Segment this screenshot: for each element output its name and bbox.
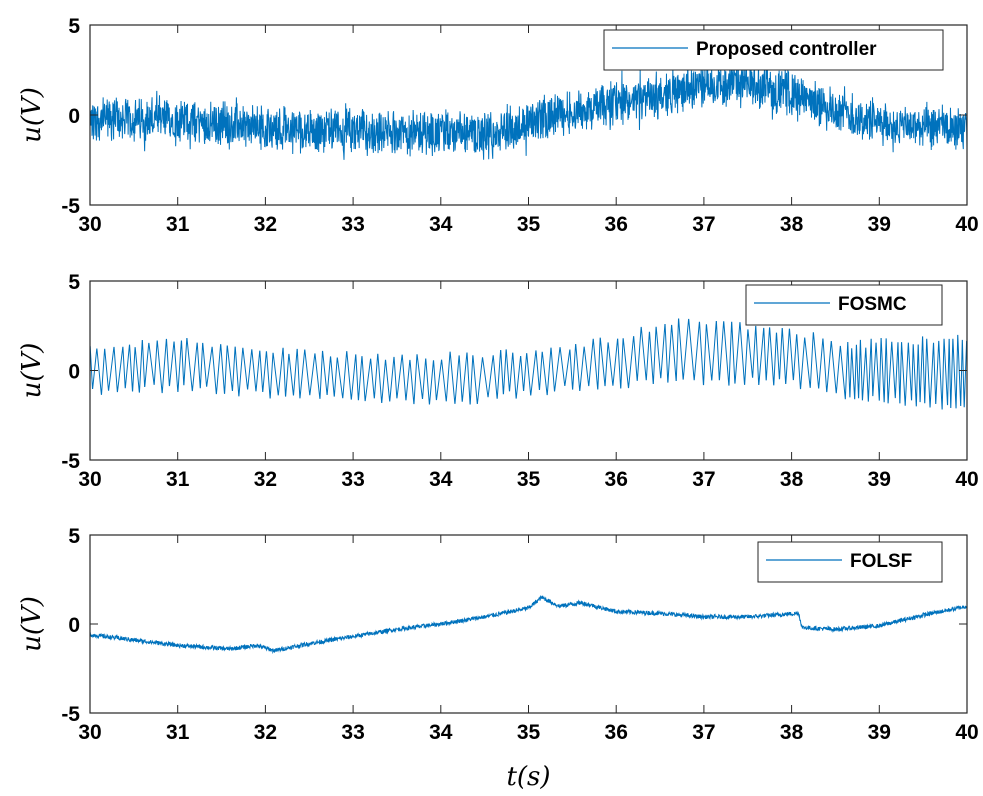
- x-tick-label: 37: [692, 213, 715, 236]
- x-tick-label: 30: [78, 213, 101, 236]
- x-tick-label: 39: [868, 468, 891, 491]
- series-line-fosmc: [90, 318, 967, 410]
- y-tick-label: 5: [68, 15, 80, 38]
- x-tick-label: 33: [341, 721, 364, 744]
- y-tick-label: 5: [68, 525, 80, 548]
- subplot-3: 30 31 32 33 34 35 36 37 38 39 40 -5 0 5 u(V) t(s) FOLSF: [17, 525, 979, 792]
- x-tick-label: 30: [78, 721, 101, 744]
- legend-box: [603, 29, 944, 71]
- x-tick-label: 38: [780, 468, 804, 491]
- x-tick-label: 36: [605, 468, 628, 491]
- x-tick-label: 40: [955, 721, 978, 744]
- legend: FOSMC: [745, 284, 943, 326]
- legend: FOLSF: [757, 541, 943, 583]
- legend: Proposed controller: [603, 29, 944, 71]
- series-line-folsf: [90, 595, 967, 655]
- x-tick-label: 35: [517, 721, 541, 744]
- x-tick-label: 33: [341, 468, 364, 491]
- y-tick-label: 0: [68, 105, 80, 128]
- x-tick-label: 34: [429, 721, 453, 744]
- y-tick-label: -5: [61, 195, 80, 218]
- x-tick-label: 32: [254, 468, 277, 491]
- subplot-2: 30 31 32 33 34 35 36 37 38 39 40 -5 0 5 u(V) FOSMC: [17, 271, 979, 491]
- x-tick-label: 34: [429, 468, 453, 491]
- legend-box: [745, 284, 943, 326]
- x-tick-label: 33: [341, 213, 364, 236]
- y-axis-label: u(V): [17, 596, 47, 652]
- x-tick-label: 39: [868, 213, 891, 236]
- x-tick-label: 40: [955, 213, 978, 236]
- x-tick-label: 31: [166, 721, 190, 744]
- x-tick-label: 36: [605, 213, 628, 236]
- x-tick-label: 31: [166, 468, 190, 491]
- x-tick-label: 32: [254, 213, 277, 236]
- legend-label: Proposed controller: [696, 39, 877, 60]
- x-tick-label: 38: [780, 213, 804, 236]
- x-tick-label: 36: [605, 721, 628, 744]
- x-tick-label: 35: [517, 213, 541, 236]
- x-tick-label: 30: [78, 468, 101, 491]
- x-tick-label: 40: [955, 468, 978, 491]
- y-tick-label: 0: [68, 361, 80, 384]
- x-tick-label: 38: [780, 721, 804, 744]
- x-axis-label: t(s): [506, 762, 550, 792]
- legend-box: [757, 541, 943, 583]
- y-tick-label: -5: [61, 703, 80, 726]
- x-tick-label: 37: [692, 721, 715, 744]
- x-tick-label: 32: [254, 721, 277, 744]
- y-tick-label: 0: [68, 614, 80, 637]
- y-tick-label: -5: [61, 450, 80, 473]
- y-axis-label: u(V): [17, 343, 47, 399]
- series-line-proposed-controller: [90, 58, 967, 160]
- x-tick-label: 37: [692, 468, 715, 491]
- legend-label: FOSMC: [838, 294, 907, 315]
- x-tick-label: 35: [517, 468, 541, 491]
- x-tick-label: 39: [868, 721, 891, 744]
- y-tick-label: 5: [68, 271, 80, 294]
- legend-label: FOLSF: [850, 551, 912, 572]
- subplot-1: 30 31 32 33 34 35 36 37 38 39 40 -5 0 5 u(V) Proposed c…: [17, 15, 979, 236]
- x-tick-label: 34: [429, 213, 453, 236]
- x-tick-label: 31: [166, 213, 190, 236]
- y-axis-label: u(V): [17, 87, 47, 143]
